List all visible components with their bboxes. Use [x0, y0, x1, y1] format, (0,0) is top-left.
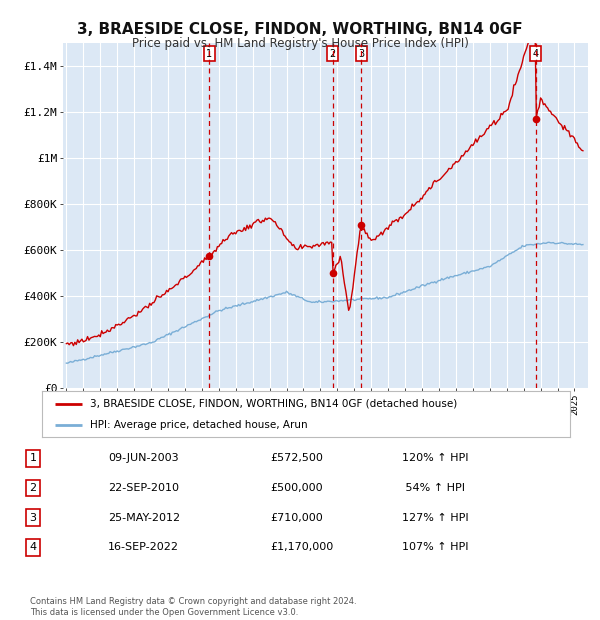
Text: 3, BRAESIDE CLOSE, FINDON, WORTHING, BN14 0GF: 3, BRAESIDE CLOSE, FINDON, WORTHING, BN1…	[77, 22, 523, 37]
Text: £1,170,000: £1,170,000	[270, 542, 333, 552]
Text: HPI: Average price, detached house, Arun: HPI: Average price, detached house, Arun	[89, 420, 307, 430]
Text: 107% ↑ HPI: 107% ↑ HPI	[402, 542, 469, 552]
Text: 2: 2	[29, 483, 37, 493]
Text: 25-MAY-2012: 25-MAY-2012	[108, 513, 180, 523]
Text: 22-SEP-2010: 22-SEP-2010	[108, 483, 179, 493]
Text: Contains HM Land Registry data © Crown copyright and database right 2024.
This d: Contains HM Land Registry data © Crown c…	[30, 598, 356, 617]
Text: 120% ↑ HPI: 120% ↑ HPI	[402, 453, 469, 463]
Text: 1: 1	[206, 48, 212, 58]
Text: £710,000: £710,000	[270, 513, 323, 523]
Text: 4: 4	[29, 542, 37, 552]
Text: 127% ↑ HPI: 127% ↑ HPI	[402, 513, 469, 523]
Text: 1: 1	[29, 453, 37, 463]
Text: 3, BRAESIDE CLOSE, FINDON, WORTHING, BN14 0GF (detached house): 3, BRAESIDE CLOSE, FINDON, WORTHING, BN1…	[89, 399, 457, 409]
Text: £572,500: £572,500	[270, 453, 323, 463]
Text: 3: 3	[358, 48, 364, 58]
Text: 2: 2	[329, 48, 336, 58]
Text: 09-JUN-2003: 09-JUN-2003	[108, 453, 179, 463]
Text: 3: 3	[29, 513, 37, 523]
Text: Price paid vs. HM Land Registry's House Price Index (HPI): Price paid vs. HM Land Registry's House …	[131, 37, 469, 50]
Text: 4: 4	[533, 48, 539, 58]
Text: 54% ↑ HPI: 54% ↑ HPI	[402, 483, 465, 493]
Text: £500,000: £500,000	[270, 483, 323, 493]
Text: 16-SEP-2022: 16-SEP-2022	[108, 542, 179, 552]
